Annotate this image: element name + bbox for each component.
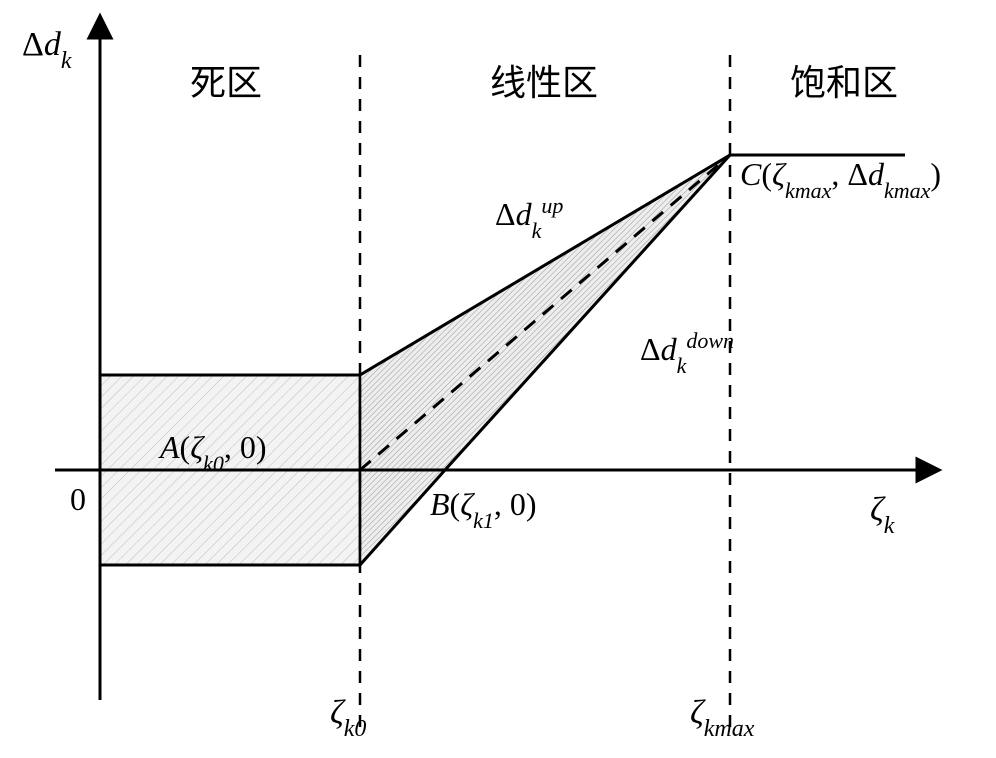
point-c-label: C(ζkmax, Δdkmax) bbox=[740, 156, 941, 203]
region-linear-label: 线性区 bbox=[490, 63, 598, 103]
region-sat-label: 饱和区 bbox=[790, 63, 898, 103]
diagram-root: Δdk ζk 0 死区 线性区 饱和区 ζk0 ζkmax A(ζk0, 0) … bbox=[0, 0, 996, 758]
upper-bound-label: Δdkup bbox=[495, 193, 563, 243]
lower-bound-label: Δdkdown bbox=[640, 328, 734, 378]
x-axis-label: ζk bbox=[870, 491, 895, 539]
point-b-label: B(ζk1, 0) bbox=[430, 486, 537, 533]
y-axis-label: Δdk bbox=[22, 26, 72, 74]
region-dead-label: 死区 bbox=[190, 63, 262, 103]
zeta-kmax-tick-label: ζkmax bbox=[690, 694, 755, 742]
origin-label: 0 bbox=[70, 481, 86, 517]
